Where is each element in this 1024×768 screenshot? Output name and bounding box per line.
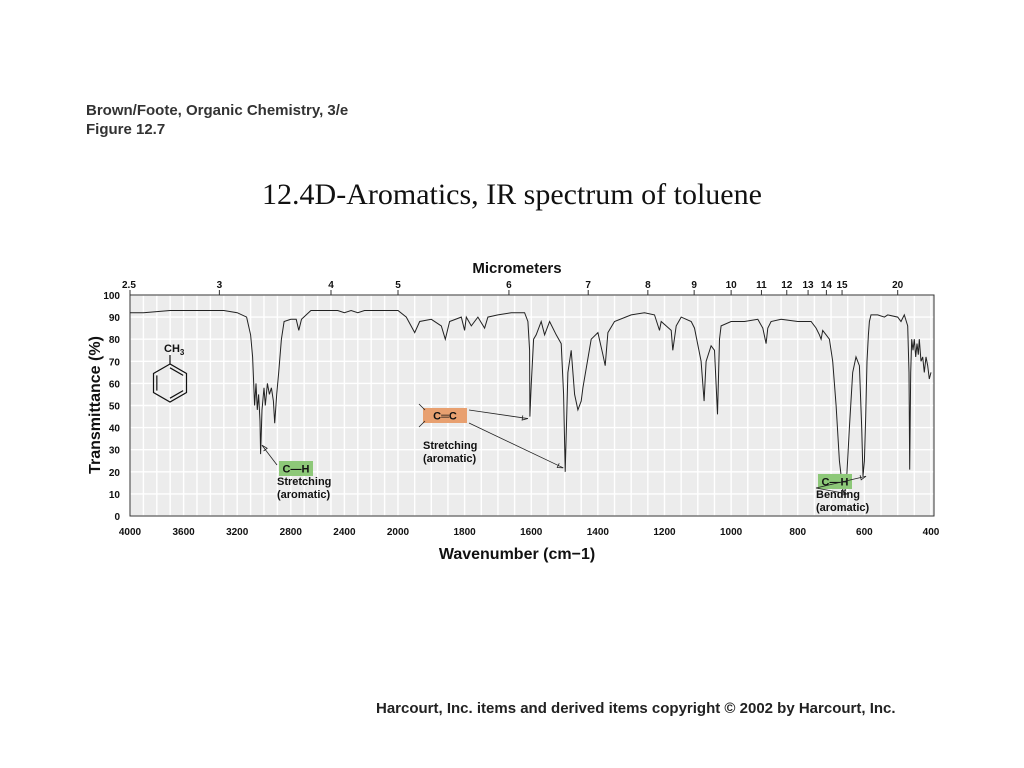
x-tick-label: 2800 xyxy=(280,527,303,538)
x-tick-label: 1000 xyxy=(720,527,743,538)
y-tick-label: 20 xyxy=(109,468,121,479)
y-tick-label: 50 xyxy=(109,402,121,413)
micrometer-tick-label: 7 xyxy=(585,280,591,291)
x-tick-label: 2400 xyxy=(333,527,356,538)
annotation-label: (aromatic) xyxy=(277,489,331,501)
chart-series xyxy=(130,309,932,496)
source-line-2: Figure 12.7 xyxy=(86,121,166,138)
copyright-footer: Harcourt, Inc. items and derived items c… xyxy=(376,700,896,717)
benzene-ring xyxy=(152,363,188,403)
top-axis-title: Micrometers xyxy=(472,260,561,277)
annotation-arrow-head xyxy=(521,415,529,421)
micrometer-tick-label: 20 xyxy=(892,280,904,291)
y-tick-label: 90 xyxy=(109,313,121,324)
y-tick-label: 100 xyxy=(103,291,120,302)
annotation-arrow-head xyxy=(261,444,268,452)
x-tick-label: 1400 xyxy=(587,527,610,538)
annotation-label: Bending xyxy=(816,489,860,501)
y-tick-label: 30 xyxy=(109,446,121,457)
x-tick-label: 4000 xyxy=(119,527,142,538)
annotation-label: Stretching xyxy=(277,476,331,488)
x-tick-label: 1200 xyxy=(653,527,676,538)
annotation-arrow xyxy=(815,475,867,489)
double-bond-line xyxy=(169,390,184,399)
micrometer-tick-label: 9 xyxy=(691,280,697,291)
x-tick-label: 1800 xyxy=(454,527,477,538)
micrometer-tick-label: 11 xyxy=(756,280,767,291)
micrometer-tick-label: 3 xyxy=(217,280,223,291)
slide-title: 12.4D-Aromatics, IR spectrum of toluene xyxy=(262,178,762,211)
micrometer-tick-label: 5 xyxy=(395,280,401,291)
chart-annotations: C—HStretching(aromatic)C═CStretching(aro… xyxy=(261,403,870,514)
micrometer-tick-label: 2.5 xyxy=(122,280,136,291)
micrometer-tick-label: 10 xyxy=(726,280,738,291)
bond-badge xyxy=(279,461,313,476)
bond-stub xyxy=(418,403,426,411)
annotation-arrow-head xyxy=(859,475,867,481)
y-tick-label: 0 xyxy=(114,512,120,523)
annotation-arrow xyxy=(261,445,278,466)
bond-badge-label: C═C xyxy=(433,411,457,423)
x-tick-label: 600 xyxy=(856,527,873,538)
y-tick-label: 70 xyxy=(109,357,121,368)
x-tick-label: 3200 xyxy=(226,527,249,538)
micrometer-tick-label: 12 xyxy=(781,280,793,291)
bond-badge xyxy=(423,408,467,423)
bond-badge-label: C—H xyxy=(822,477,849,489)
x-axis-title: Wavenumber (cm−1) xyxy=(439,546,595,563)
micrometer-tick-label: 13 xyxy=(803,280,815,291)
source-line-1: Brown/Foote, Organic Chemistry, 3/e xyxy=(86,102,349,119)
double-bond-line xyxy=(169,367,184,376)
annotation-arrow xyxy=(468,422,564,469)
source-citation: Brown/Foote, Organic Chemistry, 3/e Figu… xyxy=(86,101,348,139)
toluene-structure: CH3 xyxy=(152,343,188,403)
spectrum-line xyxy=(130,309,932,496)
x-tick-label: 3600 xyxy=(172,527,195,538)
x-tick-label: 1600 xyxy=(520,527,543,538)
annotation-arrow-head xyxy=(556,463,564,469)
annotation-label: (aromatic) xyxy=(423,453,477,465)
x-tick-label: 800 xyxy=(789,527,806,538)
annotation-label: Stretching xyxy=(423,440,477,452)
x-tick-label: 400 xyxy=(923,527,940,538)
bond-stub xyxy=(418,420,426,428)
y-tick-label: 40 xyxy=(109,424,121,435)
chart-grid xyxy=(129,294,934,517)
micrometer-tick-label: 8 xyxy=(645,280,651,291)
y-axis-title: Transmittance (%) xyxy=(87,336,104,474)
bond-badge-label: C—H xyxy=(283,464,310,476)
micrometer-tick-label: 15 xyxy=(836,280,848,291)
micrometer-tick-label: 14 xyxy=(821,280,833,291)
y-tick-label: 80 xyxy=(109,335,121,346)
annotation-arrow xyxy=(468,409,528,419)
plot-frame xyxy=(129,294,935,517)
methyl-label: CH3 xyxy=(164,343,185,357)
micrometer-tick-label: 4 xyxy=(328,280,334,291)
annotation-arrow-head xyxy=(841,490,848,496)
y-tick-label: 60 xyxy=(109,379,121,390)
y-tick-label: 10 xyxy=(109,490,121,501)
x-tick-label: 2000 xyxy=(387,527,410,538)
micrometer-tick-label: 6 xyxy=(506,280,512,291)
annotation-label: (aromatic) xyxy=(816,502,870,514)
